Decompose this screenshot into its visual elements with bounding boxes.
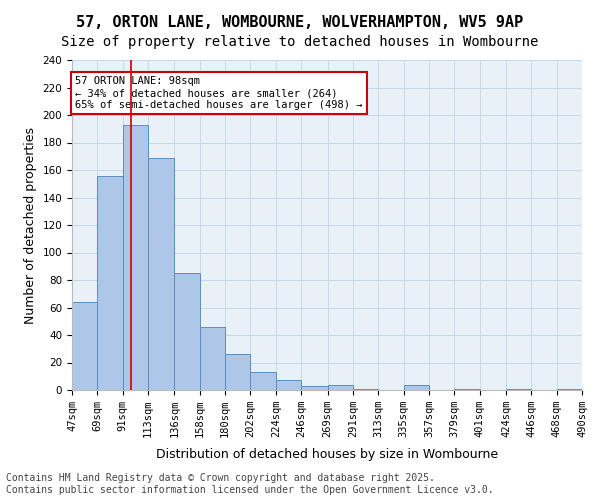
Bar [454,388,479,390]
Bar [276,380,301,390]
Text: Size of property relative to detached houses in Wombourne: Size of property relative to detached ho… [61,35,539,49]
Bar [148,158,175,390]
Bar [404,384,429,390]
X-axis label: Distribution of detached houses by size in Wombourne: Distribution of detached houses by size … [156,448,498,462]
Text: Contains HM Land Registry data © Crown copyright and database right 2025.
Contai: Contains HM Land Registry data © Crown c… [6,474,494,495]
Y-axis label: Number of detached properties: Number of detached properties [24,126,37,324]
Bar [122,124,148,390]
Text: 57, ORTON LANE, WOMBOURNE, WOLVERHAMPTON, WV5 9AP: 57, ORTON LANE, WOMBOURNE, WOLVERHAMPTON… [76,15,524,30]
Bar [97,176,122,390]
Bar [557,388,582,390]
Bar [225,354,250,390]
Bar [506,388,532,390]
Bar [72,302,97,390]
Text: 57 ORTON LANE: 98sqm
← 34% of detached houses are smaller (264)
65% of semi-deta: 57 ORTON LANE: 98sqm ← 34% of detached h… [76,76,363,110]
Bar [328,384,353,390]
Bar [301,386,328,390]
Bar [250,372,276,390]
Bar [353,388,378,390]
Bar [175,273,200,390]
Bar [200,327,225,390]
